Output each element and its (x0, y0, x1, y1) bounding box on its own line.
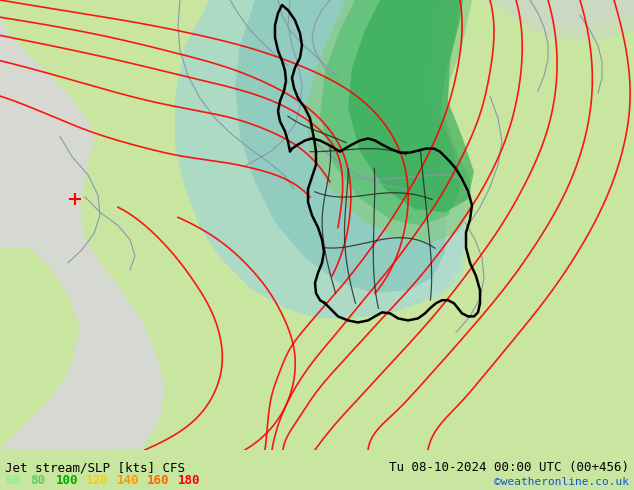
Text: Tu 08-10-2024 00:00 UTC (00+456): Tu 08-10-2024 00:00 UTC (00+456) (389, 461, 629, 474)
Polygon shape (305, 0, 472, 243)
Text: 180: 180 (178, 474, 200, 487)
Text: 80: 80 (30, 474, 46, 487)
Polygon shape (280, 0, 468, 300)
Polygon shape (175, 0, 465, 318)
Text: 100: 100 (56, 474, 78, 487)
Text: Jet stream/SLP [kts] CFS: Jet stream/SLP [kts] CFS (5, 461, 185, 474)
Polygon shape (235, 0, 447, 293)
Text: 120: 120 (86, 474, 108, 487)
Text: 140: 140 (117, 474, 139, 487)
Polygon shape (320, 0, 460, 225)
Text: 160: 160 (147, 474, 169, 487)
Polygon shape (500, 0, 634, 30)
Text: ©weatheronline.co.uk: ©weatheronline.co.uk (494, 477, 629, 487)
Polygon shape (0, 0, 165, 450)
Polygon shape (480, 0, 634, 41)
Polygon shape (348, 0, 474, 212)
Text: 60: 60 (5, 474, 20, 487)
